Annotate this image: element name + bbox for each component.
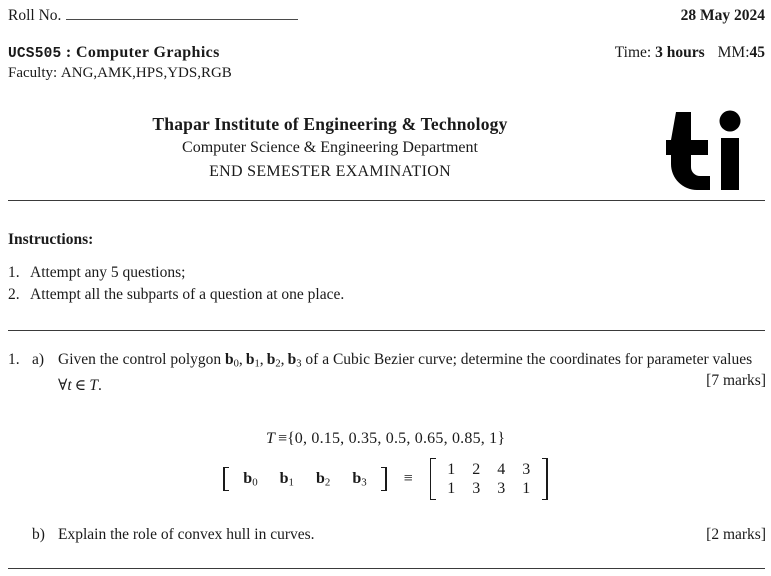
- question-row: b) Explain the role of convex hull in cu…: [8, 524, 766, 545]
- right-bracket-icon: [380, 466, 387, 492]
- matrix-cell: 1: [522, 480, 531, 497]
- question-text: Explain the role of convex hull in curve…: [58, 526, 315, 543]
- vector-cell-b0: b0: [243, 469, 258, 489]
- exam-date: 28 May 2024: [680, 7, 765, 24]
- max-marks-label: MM:: [717, 44, 750, 61]
- matrix-cell: 3: [522, 461, 531, 478]
- set-T: T: [89, 376, 98, 394]
- question-number: 1.: [8, 351, 20, 368]
- faculty-names: ANG,AMK,HPS,YDS,RGB: [60, 65, 232, 81]
- course-line: UCS505 : Computer Graphics: [8, 42, 220, 65]
- t-symbol: T: [265, 430, 275, 447]
- matrix-cell: 1: [447, 461, 456, 478]
- display-equation-control-matrix: b0 b1 b2 b3 ≡ 1 2 4 3 1 3 3: [0, 456, 771, 502]
- instruction-text: Attempt any 5 questions;: [30, 264, 186, 281]
- question-row: 1. a) Given the control polygon b0, b1, …: [8, 349, 766, 396]
- instructions-list: 1. Attempt any 5 questions; 2. Attempt a…: [8, 262, 708, 306]
- control-point-b0: b0: [225, 351, 239, 370]
- question-text-after: of a Cubic Bezier curve; determine the c…: [301, 351, 753, 368]
- control-point-vector-bracket: b0 b1 b2 b3: [215, 465, 394, 494]
- question-text: Given the control polygon b0, b1, b2, b3…: [58, 351, 753, 394]
- coordinate-matrix: 1 2 4 3 1 3 3 1: [437, 458, 541, 500]
- question-period: .: [98, 376, 102, 394]
- marks-1b: [2 marks]: [706, 526, 766, 543]
- question-divider-rule: [8, 568, 765, 569]
- control-point-b3: b3: [287, 351, 302, 370]
- matrix-row: 1 2 4 3: [439, 460, 539, 479]
- instructions-divider-rule: [8, 330, 765, 331]
- matrix-cell: 3: [497, 480, 506, 497]
- coordinate-matrix-bracket: 1 2 4 3 1 3 3 1: [422, 456, 556, 502]
- set-open-brace: {: [287, 430, 295, 447]
- roll-number-line: Roll No.: [8, 6, 299, 26]
- thapar-ti-logo: [666, 110, 748, 190]
- instruction-text: Attempt all the subparts of a question a…: [30, 286, 345, 303]
- question-1b: b) Explain the role of convex hull in cu…: [8, 524, 766, 545]
- parameter-t: t: [67, 376, 72, 394]
- institute-name: Thapar Institute of Engineering & Techno…: [152, 114, 508, 134]
- question-subpart-label: b): [32, 526, 45, 543]
- vector-cell-b2: b2: [315, 469, 331, 489]
- department-name: Computer Science & Engineering Departmen…: [182, 139, 478, 156]
- roll-number-blank-field[interactable]: [66, 8, 299, 20]
- time-label: Time:: [614, 44, 652, 61]
- instruction-number: 2.: [8, 286, 20, 303]
- instruction-item: 1. Attempt any 5 questions;: [8, 262, 708, 284]
- course-title: : Computer Graphics: [61, 44, 220, 61]
- max-marks-value: 45: [749, 44, 766, 61]
- forall-symbol: ∀: [58, 376, 68, 394]
- instruction-number: 1.: [8, 264, 20, 281]
- set-values: 0, 0.15, 0.35, 0.5, 0.65, 0.85, 1: [294, 430, 498, 447]
- control-point-b2: b2: [266, 351, 281, 370]
- matrix-cell: 1: [447, 480, 456, 497]
- element-of-symbol: ∈: [74, 376, 87, 394]
- equivalence-symbol: ≡: [278, 430, 288, 447]
- matrix-right-bracket-icon: [541, 458, 548, 500]
- control-point-vector-cells: b0 b1 b2 b3: [230, 467, 379, 492]
- institute-header: Thapar Institute of Engineering & Techno…: [0, 112, 660, 184]
- matrix-row: 1 3 3 1: [439, 479, 539, 498]
- question-body: Explain the role of convex hull in curve…: [58, 524, 766, 545]
- roll-number-label: Roll No.: [8, 7, 62, 24]
- header-divider-rule: [8, 200, 765, 201]
- question-subpart-label: a): [32, 351, 45, 368]
- marks-1a: [7 marks]: [706, 372, 766, 389]
- instruction-item: 2. Attempt all the subparts of a questio…: [8, 284, 708, 306]
- display-equation-t-set: T ≡{0, 0.15, 0.35, 0.5, 0.65, 0.85, 1}: [0, 428, 771, 450]
- timing-line: Time: 3 hours MM:45: [615, 43, 765, 63]
- vector-cell-b1: b1: [279, 469, 294, 489]
- matrix-equivalence-symbol: ≡: [403, 470, 413, 487]
- matrix-cell: 3: [472, 480, 481, 497]
- matrix-left-bracket-icon: [429, 458, 437, 500]
- question-body: Given the control polygon b0, b1, b2, b3…: [58, 349, 766, 396]
- instructions-heading: Instructions:: [8, 231, 94, 248]
- question-text-before: Given the control polygon: [58, 351, 226, 368]
- control-point-b1: b1: [245, 351, 260, 370]
- left-bracket-icon: [223, 466, 230, 492]
- question-1a: 1. a) Given the control polygon b0, b1, …: [8, 349, 766, 396]
- faculty-label: Faculty:: [8, 65, 58, 81]
- time-value: 3 hours: [655, 44, 705, 61]
- faculty-line: Faculty: ANG,AMK,HPS,YDS,RGB: [8, 63, 232, 83]
- vector-cell-b3: b3: [352, 469, 367, 489]
- matrix-cell: 2: [472, 461, 481, 478]
- examination-title: END SEMESTER EXAMINATION: [209, 163, 451, 180]
- course-code: UCS505: [8, 46, 62, 62]
- set-close-brace: }: [497, 430, 506, 447]
- matrix-cell: 4: [497, 461, 506, 478]
